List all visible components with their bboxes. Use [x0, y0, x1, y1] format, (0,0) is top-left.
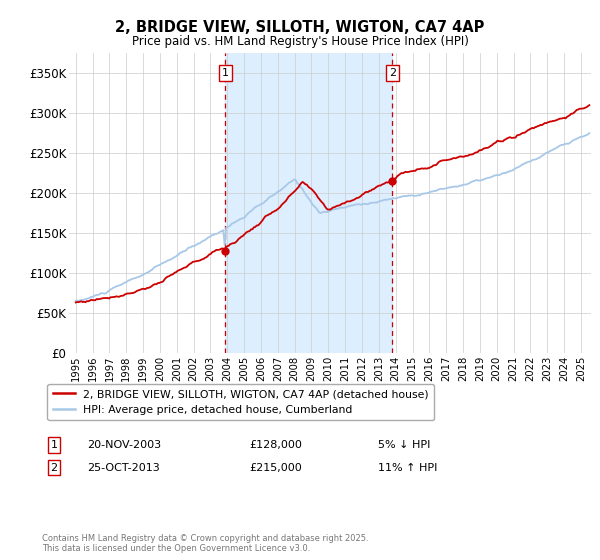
Bar: [225, 53, 392, 353]
Text: Price paid vs. HM Land Registry's House Price Index (HPI): Price paid vs. HM Land Registry's House …: [131, 35, 469, 48]
Text: Contains HM Land Registry data © Crown copyright and database right 2025.
This d: Contains HM Land Registry data © Crown c…: [42, 534, 368, 553]
Text: 2: 2: [389, 68, 396, 78]
Text: 1: 1: [222, 68, 229, 78]
Text: £215,000: £215,000: [249, 463, 302, 473]
Legend: 2, BRIDGE VIEW, SILLOTH, WIGTON, CA7 4AP (detached house), HPI: Average price, d: 2, BRIDGE VIEW, SILLOTH, WIGTON, CA7 4AP…: [47, 384, 434, 420]
Text: 25-OCT-2013: 25-OCT-2013: [87, 463, 160, 473]
Text: 2, BRIDGE VIEW, SILLOTH, WIGTON, CA7 4AP: 2, BRIDGE VIEW, SILLOTH, WIGTON, CA7 4AP: [115, 20, 485, 35]
Text: 5% ↓ HPI: 5% ↓ HPI: [378, 440, 430, 450]
Text: 20-NOV-2003: 20-NOV-2003: [87, 440, 161, 450]
Text: 1: 1: [50, 440, 58, 450]
Text: £128,000: £128,000: [249, 440, 302, 450]
Text: 11% ↑ HPI: 11% ↑ HPI: [378, 463, 437, 473]
Text: 2: 2: [50, 463, 58, 473]
